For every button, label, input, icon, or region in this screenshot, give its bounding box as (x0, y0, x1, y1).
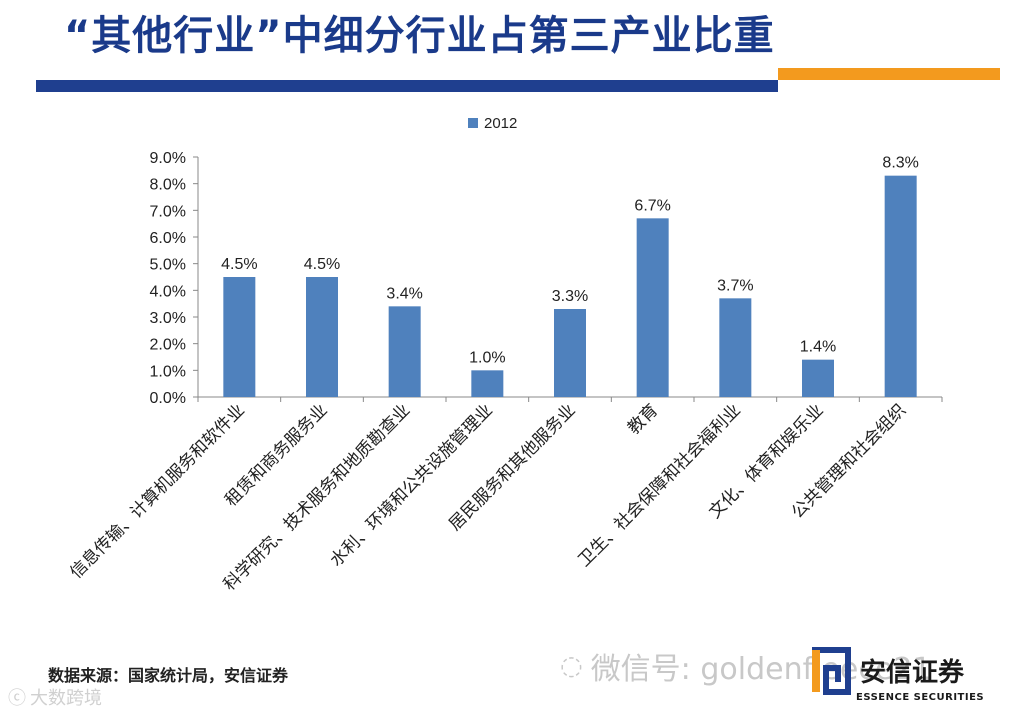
bar (223, 277, 256, 397)
data-label: 4.5% (221, 256, 257, 273)
wechat-watermark: ◌ 微信号: goldenfleece21 (560, 644, 932, 688)
bar (719, 298, 752, 397)
data-label: 4.5% (304, 256, 340, 273)
y-tick-label: 8.0% (150, 177, 186, 194)
legend-label: 2012 (484, 115, 517, 132)
y-tick-label: 0.0% (150, 390, 186, 407)
legend-swatch (468, 118, 478, 128)
data-label: 3.4% (386, 285, 422, 302)
category-label: 卫生、社会保障和社会福利业 (574, 400, 744, 570)
data-label: 1.4% (800, 339, 836, 356)
data-label: 8.3% (882, 155, 918, 172)
bar (802, 359, 834, 397)
title-underline-orange (778, 68, 1000, 80)
logo-chinese-name: 安信证券 (860, 658, 965, 688)
data-label: 1.0% (469, 349, 505, 366)
bar-chart: 2012 0.0% 1.0% 2.0% 3.0% 4.0% 5.0% 6.0% 7.0% 8.0%… (66, 115, 943, 594)
title-underline-blue (36, 80, 778, 92)
page-title: “其他行业”中细分行业占第三产业比重 (64, 13, 775, 59)
category-label: 教育 (624, 400, 661, 437)
y-tick-label: 7.0% (150, 203, 186, 220)
y-tick-label: 2.0% (150, 337, 186, 354)
y-tick-label: 4.0% (150, 283, 186, 300)
y-tick-label: 9.0% (150, 150, 186, 167)
essence-logo-icon (812, 647, 851, 695)
corner-watermark: ⓒ 大数跨境 (8, 684, 102, 710)
bar (388, 306, 421, 397)
corner-watermark-text: 大数跨境 (30, 688, 102, 709)
data-source-note: 数据来源：国家统计局，安信证券 (48, 666, 289, 685)
category-label: 科学研究、技术服务和地质勘查业 (220, 400, 414, 594)
data-label: 3.7% (717, 277, 753, 294)
bar (884, 175, 917, 397)
y-tick-label: 1.0% (150, 363, 186, 380)
y-tick-label: 5.0% (150, 257, 186, 274)
corner-watermark-icon: ⓒ (8, 688, 26, 709)
wechat-id: 微信号: goldenfleece21 (590, 652, 932, 687)
bar (636, 218, 669, 397)
wechat-icon: ◌ (560, 651, 583, 681)
brand-logo: 安信证券 ESSENCE SECURITIES (808, 640, 1004, 710)
bar (471, 370, 504, 397)
logo-english-name: ESSENCE SECURITIES (856, 692, 985, 703)
bar (554, 309, 586, 397)
category-label: 信息传输、计算机服务和软件业 (66, 400, 248, 582)
data-label: 6.7% (634, 197, 670, 214)
category-label: 水利、环境和公共设施管理业 (326, 400, 496, 570)
bar (306, 277, 338, 397)
y-tick-label: 6.0% (150, 230, 186, 247)
data-label: 3.3% (552, 288, 588, 305)
y-tick-label: 3.0% (150, 310, 186, 327)
